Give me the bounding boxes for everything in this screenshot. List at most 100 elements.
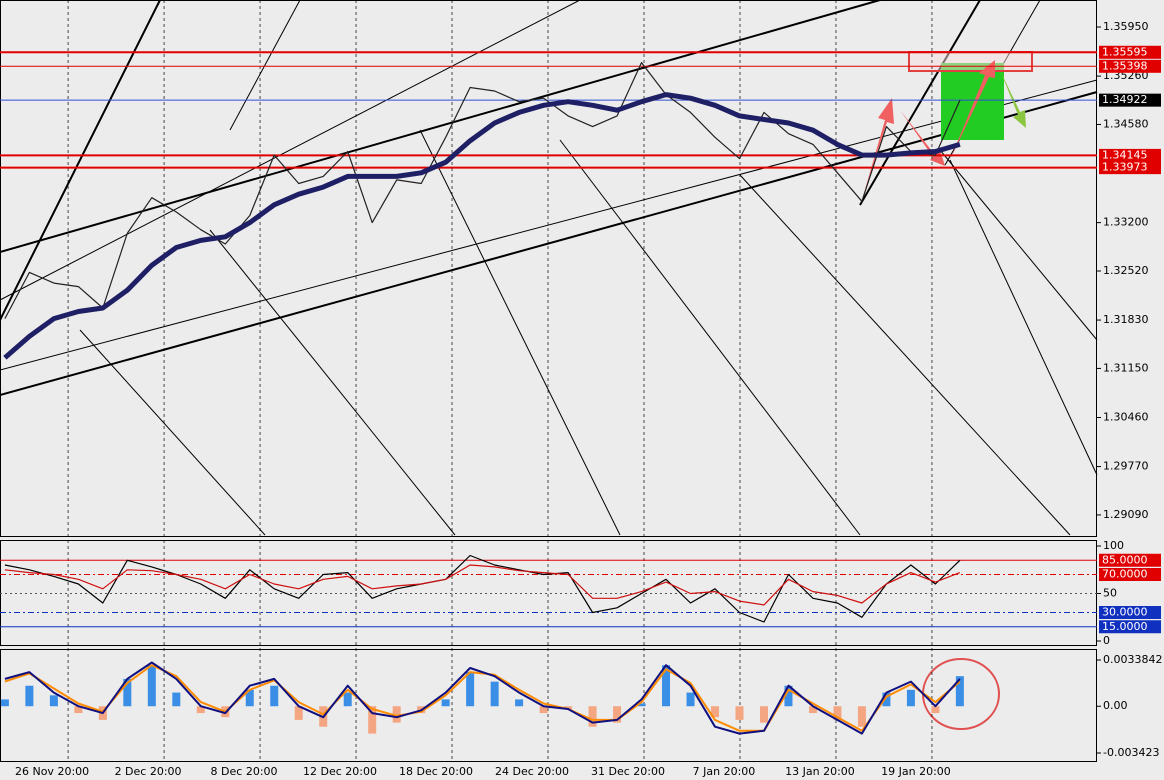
- x-tick-label: 13 Jan 20:00: [785, 765, 855, 778]
- level-label: 85.0000: [1102, 553, 1148, 566]
- channel-upper: [0, 0, 881, 253]
- y-tick-label: 0: [1103, 634, 1110, 647]
- level-label-bg: [1099, 45, 1161, 59]
- histogram-bar: [711, 706, 720, 718]
- arrow-down: [1000, 70, 1026, 128]
- histogram-bar: [368, 706, 377, 734]
- histogram-bar: [392, 706, 401, 723]
- level-label-bg: [1099, 606, 1161, 619]
- histogram-bar: [441, 699, 450, 707]
- histogram-bar: [906, 689, 915, 707]
- macd-panel: [0, 649, 1097, 762]
- arrow-up: [862, 98, 894, 200]
- level-label-bg: [1099, 161, 1161, 175]
- x-tick-label: 7 Jan 20:00: [693, 765, 756, 778]
- histogram-bar: [0, 699, 9, 707]
- fan-line: [79, 329, 266, 536]
- level-label-bg: [1099, 59, 1161, 73]
- histogram-bar: [172, 692, 181, 707]
- histogram-bar: [637, 703, 646, 707]
- histogram-bar: [784, 685, 793, 707]
- y-tick-label: 50: [1103, 587, 1117, 600]
- fan-line: [739, 174, 1071, 536]
- y-tick-label: -0.003423: [1103, 746, 1159, 759]
- histogram-bar: [123, 678, 132, 707]
- histogram-bar: [270, 685, 279, 707]
- histogram-bar: [515, 699, 524, 707]
- level-label: 1.34922: [1102, 93, 1148, 106]
- histogram-bar: [735, 706, 744, 720]
- fan-line: [419, 129, 621, 536]
- y-tick-label: 1.30460: [1103, 411, 1149, 424]
- y-tick-label: 1.34580: [1103, 117, 1149, 130]
- channel-lower: [0, 91, 1098, 396]
- arrow-up: [950, 60, 995, 160]
- histogram-bar: [808, 706, 817, 714]
- histogram-bar: [245, 689, 254, 707]
- price-panel: [0, 0, 1097, 537]
- histogram-bar: [686, 692, 695, 707]
- level-label-bg: [1099, 148, 1161, 162]
- series-line: [3, 92, 961, 360]
- series-line: [4, 554, 961, 623]
- y-tick-label: 0.0033842: [1103, 653, 1163, 666]
- resistance-box: [908, 51, 1033, 72]
- level-label: 15.0000: [1102, 620, 1148, 633]
- fan-line: [0, 0, 161, 321]
- histogram-bar: [955, 676, 964, 707]
- histogram-bar: [466, 672, 475, 707]
- fan-line: [859, 0, 981, 206]
- y-tick-label: 0.00: [1103, 699, 1128, 712]
- level-label: 1.35595: [1102, 45, 1148, 58]
- histogram-bar: [343, 692, 352, 707]
- x-tick-label: 12 Dec 20:00: [303, 765, 377, 778]
- histogram-bar: [490, 681, 499, 707]
- level-label: 30.0000: [1102, 606, 1148, 619]
- histogram-bar: [662, 665, 671, 707]
- x-tick-label: 18 Dec 20:00: [399, 765, 473, 778]
- series-line: [4, 564, 961, 606]
- y-tick-label: 1.35950: [1103, 20, 1149, 33]
- histogram-bar: [74, 706, 83, 714]
- histogram-bar: [564, 706, 573, 709]
- arrows: [862, 60, 1026, 200]
- y-tick-label: 1.29770: [1103, 460, 1149, 473]
- y-tick-label: 100: [1103, 539, 1124, 552]
- x-tick-label: 26 Nov 20:00: [15, 765, 89, 778]
- fan-line: [949, 159, 1098, 476]
- y-tick-label: 1.31830: [1103, 313, 1149, 326]
- fan-line: [939, 149, 1098, 341]
- fan-line: [229, 0, 301, 131]
- fan-line: [559, 139, 861, 536]
- level-label: 70.0000: [1102, 568, 1148, 581]
- histogram-bar: [857, 706, 866, 727]
- level-label-bg: [1099, 620, 1161, 634]
- y-tick-label: 1.33200: [1103, 216, 1149, 229]
- fan-line: [209, 229, 456, 536]
- histogram-bar: [613, 706, 622, 723]
- histogram-bar: [588, 706, 597, 727]
- y-tick-label: 1.32520: [1103, 264, 1149, 277]
- x-tick-label: 24 Dec 20:00: [495, 765, 569, 778]
- histogram-bar: [539, 706, 548, 714]
- channel-mid: [0, 0, 581, 301]
- x-tick-label: 19 Jan 20:00: [881, 765, 951, 778]
- level-label-bg: [1099, 93, 1161, 107]
- level-label: 1.34145: [1102, 148, 1148, 161]
- y-tick-label: 1.29090: [1103, 508, 1149, 521]
- level-label: 1.33973: [1102, 161, 1148, 174]
- histogram-bar: [49, 695, 58, 707]
- arrow-down: [900, 110, 945, 166]
- level-label-bg: [1099, 553, 1161, 567]
- x-tick-label: 2 Dec 20:00: [115, 765, 182, 778]
- histogram-bar: [882, 692, 891, 707]
- histogram-bar: [833, 706, 842, 720]
- series-line: [4, 661, 961, 735]
- x-tick-label: 8 Dec 20:00: [211, 765, 278, 778]
- level-label-bg: [1099, 568, 1161, 581]
- y-tick-label: 1.31150: [1103, 361, 1149, 374]
- x-tick-label: 31 Dec 20:00: [591, 765, 665, 778]
- channel-mid: [0, 79, 1098, 371]
